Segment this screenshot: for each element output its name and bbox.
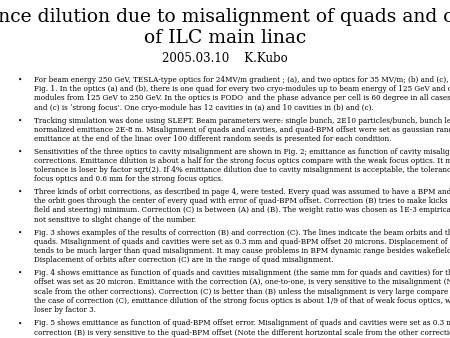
Text: •: • [18, 76, 22, 84]
Text: Fig. 5 shows emittance as function of quad-BPM offset error. Misalignment of qua: Fig. 5 shows emittance as function of qu… [34, 319, 450, 338]
Text: Tracking simulation was done using SLEPT. Beam parameters were: single bunch, 2E: Tracking simulation was done using SLEPT… [34, 117, 450, 143]
Text: 2005.03.10    K.Kubo: 2005.03.10 K.Kubo [162, 52, 288, 65]
Text: Sensitivities of the three optics to cavity misalignment are shown in Fig. 2; em: Sensitivities of the three optics to cav… [34, 147, 450, 183]
Text: •: • [18, 188, 22, 196]
Text: •: • [18, 319, 22, 328]
Text: •: • [18, 228, 22, 237]
Text: •: • [18, 117, 22, 125]
Text: Fig. 4 shows emittance as function of quads and cavities misalignment (the same : Fig. 4 shows emittance as function of qu… [34, 269, 450, 314]
Text: Emittance dilution due to misalignment of quads and cavities
of ILC main linac: Emittance dilution due to misalignment o… [0, 8, 450, 47]
Text: Fig. 3 shows examples of the results of correction (B) and correction (C). The l: Fig. 3 shows examples of the results of … [34, 228, 450, 264]
Text: •: • [18, 147, 22, 155]
Text: For beam energy 250 GeV, TESLA-type optics for 24MV/m gradient ; (a), and two op: For beam energy 250 GeV, TESLA-type opti… [34, 76, 450, 112]
Text: •: • [18, 269, 22, 277]
Text: Three kinds of orbit corrections, as described in page 4, were tested. Every qua: Three kinds of orbit corrections, as des… [34, 188, 450, 224]
